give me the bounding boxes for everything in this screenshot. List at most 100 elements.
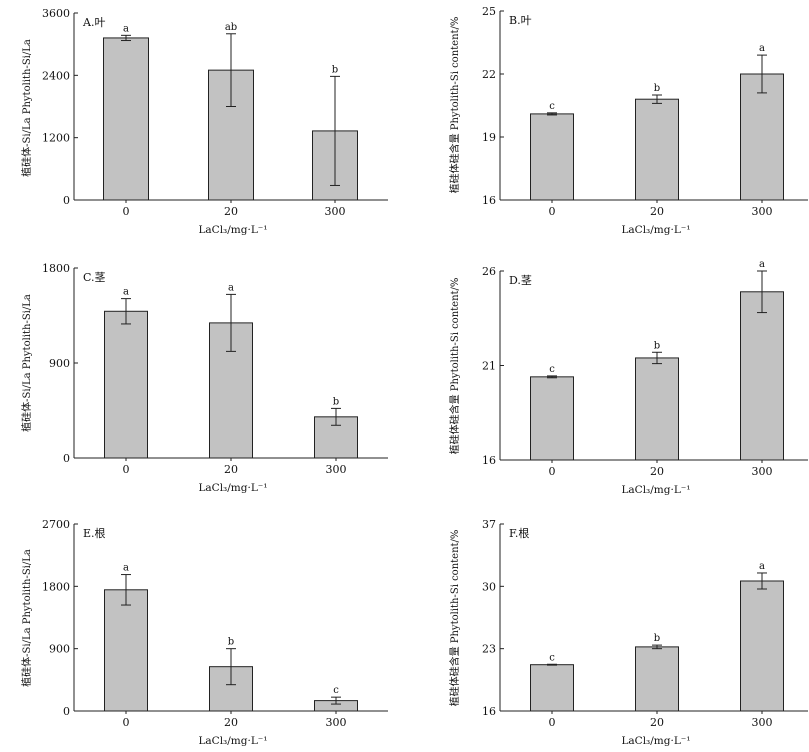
y-tick-label: 30	[482, 580, 496, 593]
y-axis-label: 植硅体-Si/La Phytolith-Si/La	[20, 39, 33, 177]
error-bar	[547, 663, 557, 666]
x-axis-label: LaCl₃/mg·L⁻¹	[621, 224, 690, 236]
y-tick-label: 2700	[42, 518, 70, 531]
x-tick-label: 20	[224, 716, 238, 729]
bar-20	[635, 646, 679, 712]
y-tick-label: 1200	[42, 132, 70, 145]
error-bar	[757, 54, 767, 94]
x-axis-label: LaCl₃/mg·L⁻¹	[621, 735, 690, 747]
y-tick-label: 19	[482, 131, 496, 144]
error-bar	[331, 696, 341, 705]
x-tick-label: 20	[224, 205, 238, 218]
y-tick-label: 37	[482, 518, 496, 531]
x-tick-label: 0	[549, 205, 556, 218]
significance-letter: a	[123, 287, 129, 298]
y-tick-label: 3600	[42, 7, 70, 20]
error-bar	[121, 34, 131, 42]
y-axis-label: 植硅体硅含量 Phytolith-Si content/%	[448, 278, 461, 455]
significance-letter: b	[228, 637, 234, 648]
chart-panel-3: 0 900 1800 a 0 a 20 b 300 C.茎 LaCl₃/mg·L⁻¹ 植硅体-Si/L…	[20, 262, 388, 494]
bar-0	[530, 376, 574, 461]
x-tick-label: 0	[549, 716, 556, 729]
y-tick-label: 26	[482, 265, 496, 278]
x-tick-label: 300	[325, 205, 346, 218]
chart-panel-5: 0 900 1800 2700 a 0 b 20 c 300 E.根 LaCl₃/mg·L⁻¹ 植硅体-…	[20, 518, 388, 747]
chart-panel-4: 16 21 26 c 0 b 20 a 300 D.茎 LaCl₃/mg·L⁻¹ 植硅体硅含量 Phy…	[448, 259, 808, 496]
y-tick-label: 2400	[42, 69, 70, 82]
significance-letter: c	[549, 101, 555, 112]
y-tick-label: 22	[482, 68, 496, 81]
significance-letter: b	[654, 633, 660, 644]
chart-panel-2: 16 19 22 25 c 0 b 20 a 300 B.叶 LaCl₃/mg·L⁻¹ 植硅体硅含量 P…	[448, 5, 808, 236]
x-tick-label: 0	[123, 463, 130, 476]
y-tick-label: 16	[482, 454, 496, 467]
error-bar	[547, 112, 557, 116]
x-tick-label: 20	[224, 463, 238, 476]
x-tick-label: 20	[650, 205, 664, 218]
x-axis-label: LaCl₃/mg·L⁻¹	[198, 735, 267, 747]
panel-label: A.叶	[82, 16, 105, 29]
error-bar	[331, 407, 341, 426]
bar-300	[740, 580, 784, 712]
significance-letter: a	[228, 282, 234, 293]
y-tick-label: 0	[63, 452, 70, 465]
x-tick-label: 300	[752, 465, 773, 478]
x-axis-label: LaCl₃/mg·L⁻¹	[198, 224, 267, 236]
y-tick-label: 21	[482, 360, 496, 373]
y-tick-label: 25	[482, 5, 496, 18]
significance-letter: a	[759, 43, 765, 54]
bar-0	[530, 113, 574, 201]
bar-20	[635, 357, 679, 461]
bar-0	[104, 310, 148, 459]
significance-letter: b	[654, 83, 660, 94]
panel-label: D.茎	[509, 274, 532, 287]
error-bar	[121, 298, 131, 325]
error-bar	[226, 648, 236, 686]
error-bar	[547, 375, 557, 379]
x-tick-label: 20	[650, 465, 664, 478]
error-bar	[757, 572, 767, 590]
significance-letter: a	[759, 561, 765, 572]
panel-label: B.叶	[509, 14, 532, 27]
error-bar	[330, 75, 340, 186]
x-tick-label: 0	[549, 465, 556, 478]
y-axis-label: 植硅体-Si/La Phytolith-Si/La	[20, 549, 33, 687]
bar-0	[103, 37, 149, 201]
significance-letter: c	[549, 652, 555, 663]
x-tick-label: 300	[752, 205, 773, 218]
significance-letter: a	[123, 23, 129, 34]
y-axis-label: 植硅体-Si/La Phytolith-Si/La	[20, 294, 33, 432]
error-bar	[226, 33, 236, 107]
panel-label: F.根	[509, 526, 529, 540]
y-tick-label: 0	[63, 705, 70, 718]
panel-label: C.茎	[83, 271, 106, 284]
bar-300	[740, 291, 784, 461]
error-bar	[652, 644, 662, 650]
x-axis-label: LaCl₃/mg·L⁻¹	[621, 484, 690, 496]
x-tick-label: 20	[650, 716, 664, 729]
significance-letter: c	[333, 685, 339, 696]
chart-panel-6: 16 23 30 37 c 0 b 20 a 300 F.根 LaCl₃/mg·L⁻¹ 植硅体硅含量 P…	[448, 518, 808, 747]
y-tick-label: 900	[49, 643, 70, 656]
x-tick-label: 0	[123, 716, 130, 729]
bar-20	[635, 98, 679, 201]
bar-0	[104, 589, 148, 712]
y-axis-label: 植硅体硅含量 Phytolith-Si content/%	[448, 17, 461, 194]
y-tick-label: 16	[482, 705, 496, 718]
error-bar	[121, 574, 131, 606]
chart-panel-1: 0 1200 2400 3600 a 0 ab 20 b 300 A.叶 LaCl₃/mg·L⁻¹ 植硅…	[20, 7, 388, 236]
significance-letter: b	[654, 340, 660, 351]
y-axis-label: 植硅体硅含量 Phytolith-Si content/%	[448, 530, 461, 707]
significance-letter: a	[123, 563, 129, 574]
y-tick-label: 16	[482, 194, 496, 207]
error-bar	[652, 94, 662, 104]
significance-letter: b	[332, 64, 338, 75]
significance-letter: a	[759, 259, 765, 270]
x-tick-label: 300	[326, 463, 347, 476]
y-tick-label: 900	[49, 357, 70, 370]
error-bar	[757, 270, 767, 314]
y-tick-label: 1800	[42, 262, 70, 275]
x-tick-label: 300	[752, 716, 773, 729]
bar-0	[530, 664, 574, 712]
